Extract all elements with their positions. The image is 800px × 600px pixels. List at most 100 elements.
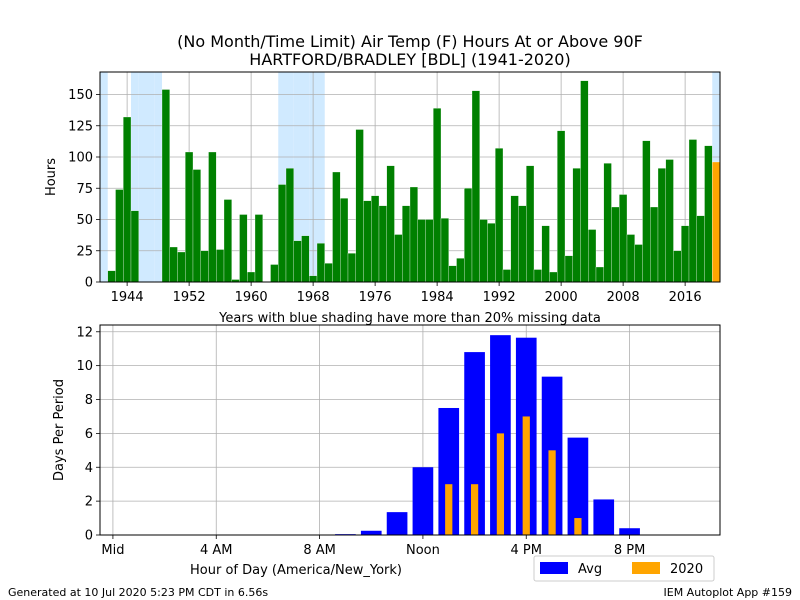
tick-label-x: 8 PM: [614, 543, 645, 558]
chart-title-line2: HARTFORD/BRADLEY [BDL] (1941-2020): [249, 50, 571, 69]
bar-year: [394, 234, 403, 283]
bar-year: [564, 255, 573, 283]
bar-year: [270, 264, 279, 283]
bar-year: [223, 199, 232, 283]
bar-year: [409, 186, 418, 283]
bar-avg: [567, 437, 589, 535]
bar-year: [479, 219, 488, 283]
legend-label-current: 2020: [670, 562, 703, 577]
bar-year: [208, 151, 217, 283]
bar-year: [557, 130, 566, 283]
bar-avg: [438, 407, 460, 535]
tick-label-x: Mid: [101, 543, 124, 558]
bar-year: [502, 269, 511, 283]
legend-swatch-avg: [540, 562, 568, 574]
tick-label-y: 25: [76, 244, 93, 259]
bar-avg: [386, 512, 408, 535]
tick-label-y: 75: [76, 182, 93, 197]
tick-label-x: 4 AM: [200, 543, 233, 558]
bar-year: [456, 258, 465, 283]
bar-current: [445, 484, 453, 535]
bar-year: [239, 214, 248, 283]
missing-data-shade: [278, 72, 286, 282]
tick-label-x: Noon: [406, 543, 440, 558]
bar-year: [541, 225, 550, 283]
tick-label-x: 1976: [359, 290, 392, 305]
tick-label-x: 2000: [545, 290, 578, 305]
bar-avg: [593, 499, 615, 535]
bar-year: [247, 271, 256, 283]
x-axis-label-bottom: Hour of Day (America/New_York): [190, 563, 402, 578]
legend-swatch-current: [632, 562, 660, 574]
tick-label-y: 50: [76, 213, 93, 228]
bar-year: [130, 210, 139, 283]
bar-avg: [464, 352, 485, 535]
bar-year: [471, 90, 480, 283]
bar-year: [216, 249, 225, 283]
tick-label-y: 125: [68, 119, 93, 134]
bar-year: [665, 159, 674, 283]
tick-label-x: 1992: [483, 290, 516, 305]
missing-data-shade: [317, 72, 325, 282]
footer-generated: Generated at 10 Jul 2020 5:23 PM CDT in …: [8, 586, 269, 599]
missing-data-shade: [293, 72, 302, 282]
x-axis-label-top: Years with blue shading have more than 2…: [218, 311, 601, 326]
bar-year: [340, 198, 349, 283]
tick-label-x: 2016: [669, 290, 702, 305]
tick-label-x: 1952: [173, 290, 206, 305]
missing-data-shade: [301, 72, 310, 282]
bar-current: [522, 416, 530, 535]
bar-year: [177, 251, 186, 283]
tick-label-y: 8: [85, 393, 93, 408]
bar-year: [347, 253, 356, 283]
bar-year: [704, 145, 713, 283]
tick-label-x: 4 PM: [511, 543, 542, 558]
tick-label-y: 0: [85, 276, 93, 291]
footer-app: IEM Autoplot App #159: [663, 586, 793, 599]
bar-year: [696, 215, 705, 283]
bar-year: [107, 270, 116, 283]
missing-data-shade: [154, 72, 162, 282]
tick-label-y: 2: [85, 495, 93, 510]
tick-label-x: 2008: [607, 290, 640, 305]
bar-year: [440, 218, 449, 283]
bar-avg: [412, 467, 434, 535]
missing-data-shade: [131, 72, 139, 282]
bar-year: [588, 229, 597, 283]
bar-year: [510, 195, 519, 283]
bar-year: [402, 205, 411, 283]
bar-year: [673, 250, 682, 283]
bar-year: [642, 140, 651, 283]
bar-year: [324, 263, 333, 283]
bar-year: [363, 200, 372, 283]
bar-year: [200, 250, 209, 283]
tick-label-x: 1968: [297, 290, 330, 305]
legend-label-avg: Avg: [578, 562, 602, 577]
bar-year: [169, 246, 178, 283]
missing-data-shade: [138, 72, 147, 282]
plot-frame-bottom: [99, 324, 721, 536]
bar-year: [301, 235, 310, 283]
missing-data-shade: [100, 72, 108, 282]
bar-year: [549, 271, 558, 283]
bar-year: [487, 223, 496, 283]
tick-label-y: 10: [76, 359, 93, 374]
bar-year: [417, 219, 426, 283]
bar-year: [293, 240, 302, 283]
missing-data-shade: [146, 72, 155, 282]
bar-year: [495, 148, 504, 283]
tick-label-y: 150: [68, 88, 93, 103]
bar-year: [371, 195, 380, 283]
bar-year: [161, 89, 170, 283]
bar-year: [603, 163, 612, 283]
bar-current: [548, 450, 556, 535]
bar-avg: [619, 528, 640, 535]
bar-current: [470, 484, 479, 535]
bar-year: [518, 205, 527, 283]
tick-label-x: 8 AM: [303, 543, 336, 558]
bar-year: [386, 165, 395, 283]
tick-label-x: 1960: [235, 290, 268, 305]
bar-year: [611, 206, 620, 283]
bar-year: [332, 171, 341, 283]
bar-year: [185, 151, 194, 283]
